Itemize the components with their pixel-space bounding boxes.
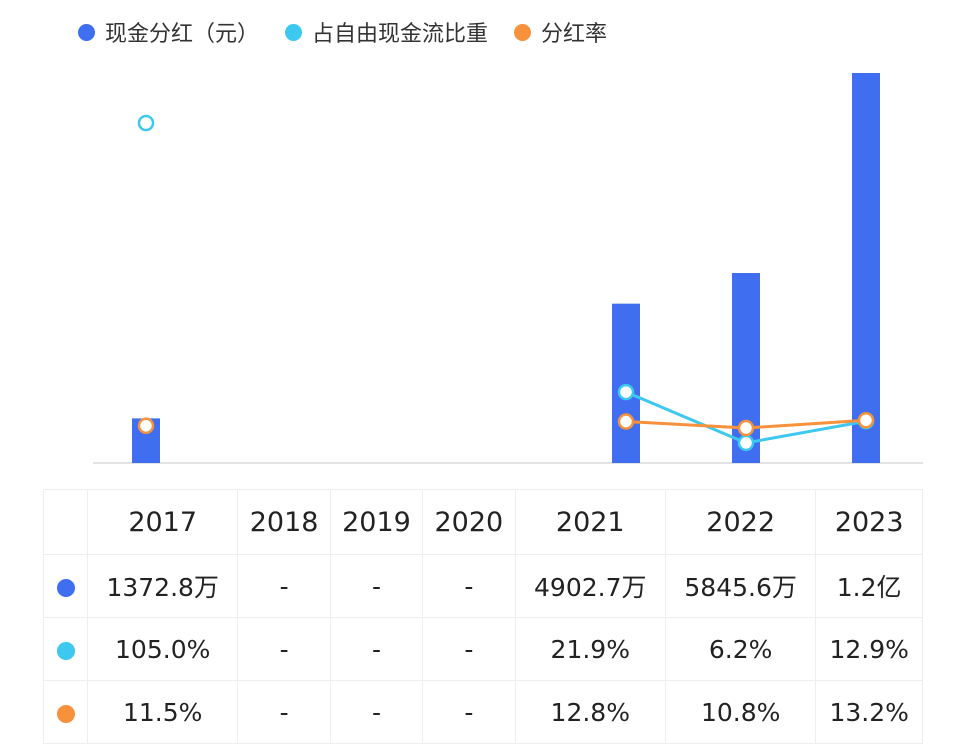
table-cell: 10.8% [664,680,817,744]
table-header-2020: 2020 [422,489,516,555]
legend-label-dividend: 现金分红（元） [105,22,260,47]
legend-item-fcf-ratio[interactable]: 占自由现金流比重 [285,16,488,48]
legend-item-payout[interactable]: 分红率 [514,16,607,48]
table-cell: - [329,680,424,744]
row-marker-cell [43,680,88,744]
row-dot-payout [56,704,75,723]
table-cell: 21.9% [514,617,666,681]
point-payout-2023[interactable] [857,412,875,429]
row-dot-dividend [56,578,75,597]
point-fcf-ratio-2022[interactable] [737,434,755,452]
point-payout-2021[interactable] [617,413,635,430]
table-header-2022: 2022 [664,489,817,555]
table-header-2023: 2023 [815,489,923,555]
legend-label-payout: 分红率 [541,22,608,47]
table-header-row: 2017 2018 2019 2020 2021 2022 2023 [43,489,923,555]
table-cell: 1.2亿 [815,554,923,618]
legend-dot-payout [514,23,532,41]
bar-dividend-2021[interactable] [612,303,640,463]
table-header-2019: 2019 [329,489,424,555]
table-row-fcf-ratio: 105.0% - - - 21.9% 6.2% 12.9% [43,617,923,681]
legend-dot-fcf-ratio [285,23,303,41]
row-dot-fcf-ratio [56,641,75,660]
table-header-2018: 2018 [237,489,331,555]
table-cell: - [422,617,516,681]
table-cell: - [237,617,331,681]
table-cell: 105.0% [86,617,239,681]
chart-legend: 现金分红（元） 占自由现金流比重 分红率 [78,14,607,50]
table-cell: 1372.8万 [86,554,239,618]
table-cell: 6.2% [664,617,817,681]
point-series-group [137,114,875,452]
table-cell: - [237,680,331,744]
table-cell: - [422,680,516,744]
table-cell: 12.8% [514,680,666,744]
table-header-2017: 2017 [86,489,239,555]
point-payout-2017[interactable] [137,417,155,435]
table-cell: - [422,554,516,618]
bar-dividend-2023[interactable] [852,73,880,463]
row-marker-cell [43,617,88,681]
table-cell: 4902.7万 [514,554,666,618]
table-cell: 11.5% [86,680,239,744]
legend-label-fcf-ratio: 占自由现金流比重 [312,22,489,47]
table-cell: 5845.6万 [664,554,817,618]
row-marker-cell [43,554,88,618]
point-fcf-ratio-2021[interactable] [617,383,635,401]
data-table: 2017 2018 2019 2020 2021 2022 2023 1372.… [43,489,923,744]
legend-item-dividend[interactable]: 现金分红（元） [78,16,259,48]
table-cell: 12.9% [815,617,923,681]
table-row-payout: 11.5% - - - 12.8% 10.8% 13.2% [43,680,923,744]
table-cell: - [329,617,424,681]
bar-series-dividend [132,73,880,463]
combo-chart [93,73,923,464]
table-cell: 13.2% [815,680,923,744]
table-cell: - [329,554,424,618]
table-row-dividend: 1372.8万 - - - 4902.7万 5845.6万 1.2亿 [43,554,923,618]
table-cell: - [237,554,331,618]
point-payout-2022[interactable] [737,419,755,437]
table-corner-cell [43,489,88,555]
table-header-2021: 2021 [514,489,666,555]
point-fcf-ratio-2017[interactable] [137,114,155,132]
legend-dot-dividend [78,23,95,41]
